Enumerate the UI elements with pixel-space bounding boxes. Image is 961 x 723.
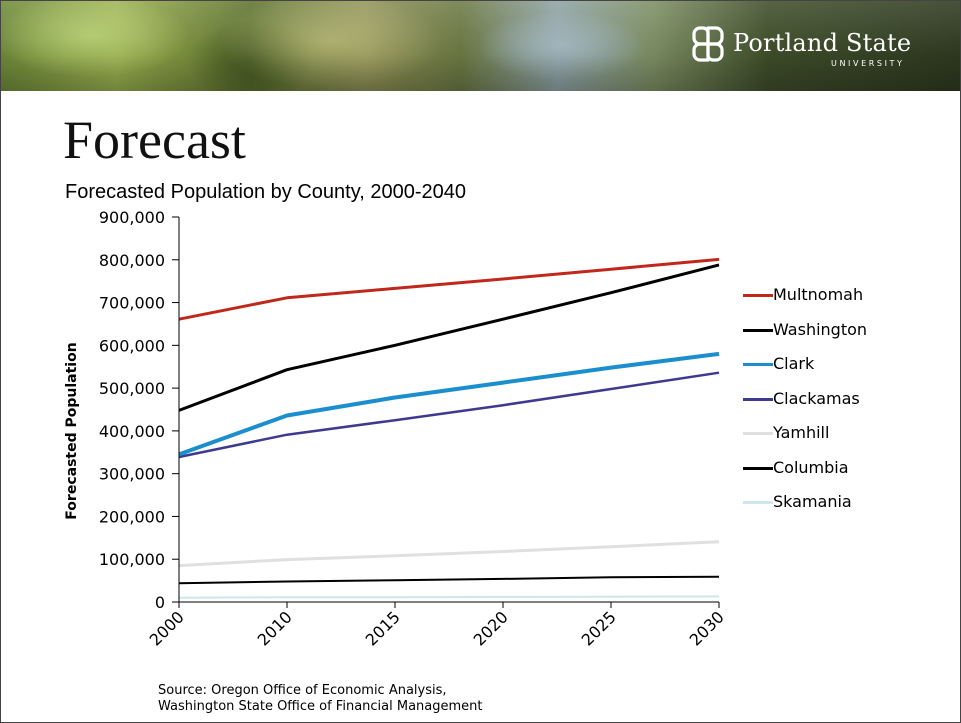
legend-swatch xyxy=(743,501,773,504)
legend-label: Skamania xyxy=(773,492,852,511)
logo-subtitle: UNIVERSITY xyxy=(831,59,905,68)
x-tick-label: 2010 xyxy=(254,607,296,649)
legend-item-yamhill: Yamhill xyxy=(743,421,943,456)
x-axis-ticks: 2000 2010 2015 2020 2025 2030 xyxy=(146,602,728,650)
university-logo: Portland State UNIVERSITY xyxy=(689,25,949,75)
series-line-yamhill xyxy=(178,540,720,568)
legend-item-columbia: Columbia xyxy=(743,456,943,491)
series-line-washington xyxy=(178,263,720,412)
legend-item-multnomah: Multnomah xyxy=(743,283,943,318)
legend-label: Clark xyxy=(773,354,815,373)
x-tick-label: 2025 xyxy=(578,607,620,649)
y-tick-label: 800,000 xyxy=(99,251,165,270)
legend-swatch xyxy=(743,363,773,366)
page-title: Forecast xyxy=(63,110,246,170)
y-axis-ticks: 900,000 800,000 700,000 600,000 500,000 400,0… xyxy=(99,208,179,612)
chart-title: Forecasted Population by County, 2000-20… xyxy=(65,181,467,203)
psu-knot-icon xyxy=(692,26,724,62)
logo-name: Portland State xyxy=(733,29,912,57)
legend-swatch xyxy=(743,328,773,332)
chart-legend: Multnomah Washington Clark Clackamas Yamhill… xyxy=(743,283,943,525)
header-banner xyxy=(1,1,960,91)
legend-label: Washington xyxy=(773,319,868,339)
source-line-2: Washington State Office of Financial Man… xyxy=(158,699,483,714)
source-note: Source: Oregon Office of Economic Analys… xyxy=(158,683,483,715)
legend-item-washington: Washington xyxy=(743,318,943,353)
x-tick-label: 2015 xyxy=(362,607,404,649)
legend-swatch xyxy=(743,432,773,435)
y-tick-label: 300,000 xyxy=(99,465,165,484)
y-axis-label: Forecasted Population xyxy=(64,342,80,519)
series-line-clark xyxy=(178,351,720,457)
y-tick-label: 100,000 xyxy=(99,550,165,569)
legend-swatch xyxy=(743,466,773,470)
legend-label: Clackamas xyxy=(773,388,860,408)
series-line-multnomah xyxy=(178,257,720,321)
y-tick-label: 400,000 xyxy=(99,422,165,441)
legend-label: Multnomah xyxy=(773,285,864,304)
legend-item-skamania: Skamania xyxy=(743,490,943,525)
legend-label: Yamhill xyxy=(773,423,830,442)
y-tick-label: 700,000 xyxy=(99,294,165,313)
source-line-1: Source: Oregon Office of Economic Analys… xyxy=(158,683,447,698)
legend-item-clackamas: Clackamas xyxy=(743,387,943,422)
series-line-columbia xyxy=(178,575,720,585)
y-tick-label: 500,000 xyxy=(99,379,165,398)
x-tick-label: 2000 xyxy=(146,607,188,649)
legend-label: Columbia xyxy=(773,457,849,477)
header-banner-shade xyxy=(1,1,960,91)
y-tick-label: 0 xyxy=(155,593,165,612)
x-tick-label: 2030 xyxy=(686,607,728,649)
series-line-skamania xyxy=(178,595,720,599)
series-lines xyxy=(178,257,720,599)
legend-swatch xyxy=(743,397,773,401)
x-tick-label: 2020 xyxy=(470,607,512,649)
legend-item-clark: Clark xyxy=(743,352,943,387)
y-tick-label: 200,000 xyxy=(99,507,165,526)
y-tick-label: 600,000 xyxy=(99,336,165,355)
legend-swatch xyxy=(743,294,773,297)
y-tick-label: 900,000 xyxy=(99,208,165,227)
series-line-clackamas xyxy=(178,371,720,459)
